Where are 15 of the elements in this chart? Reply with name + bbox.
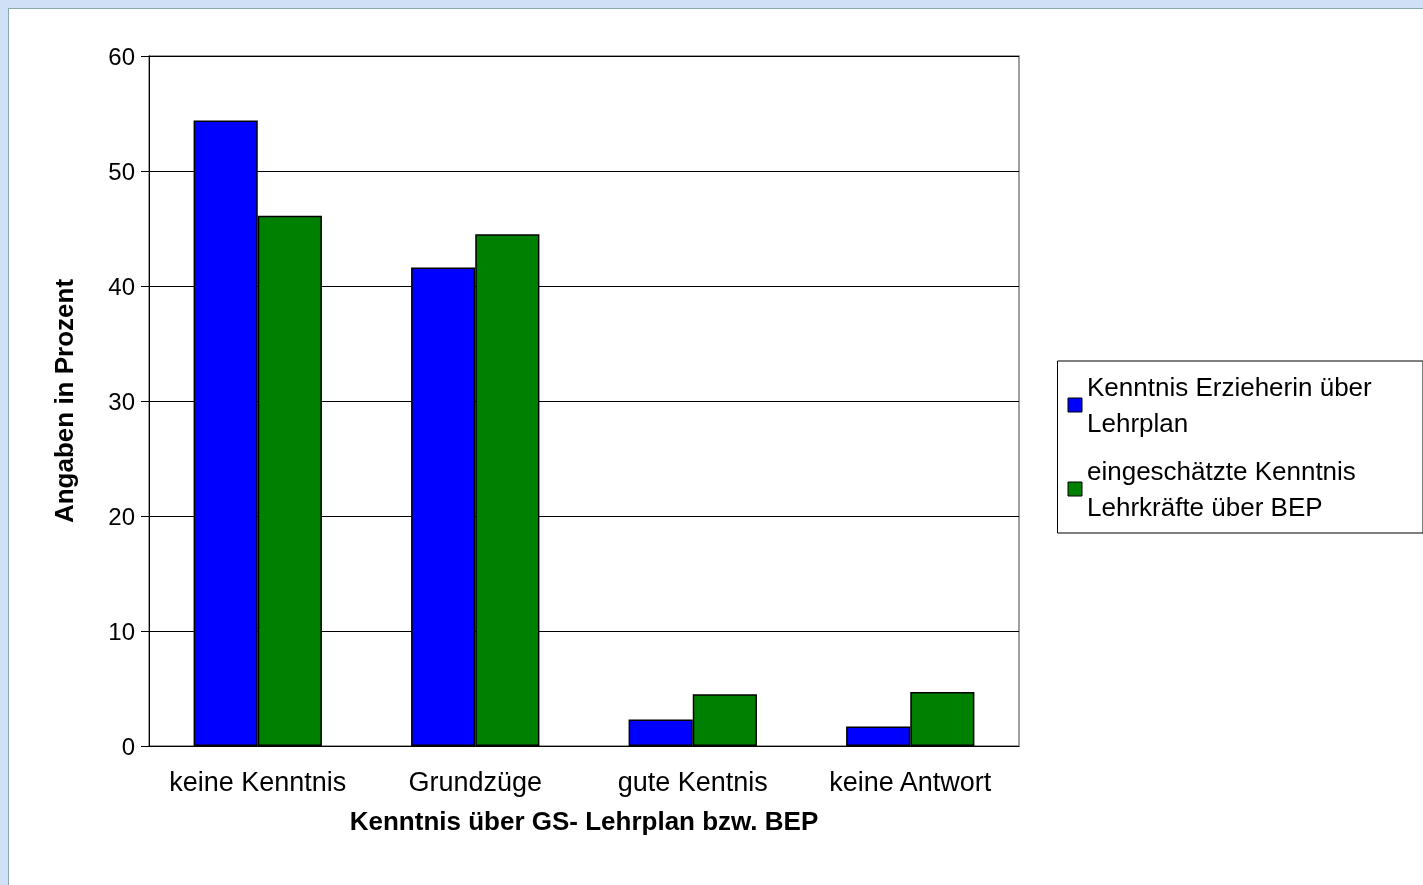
y-tick-label: 10 bbox=[108, 617, 135, 645]
x-axis-title: Kenntnis über GS- Lehrplan bzw. BEP bbox=[349, 806, 819, 836]
legend-label: Kenntnis Erzieherin über Lehrplan bbox=[1087, 372, 1379, 438]
x-tick-label: Grundzüge bbox=[408, 766, 543, 797]
x-tick-label: gute Kentnis bbox=[617, 766, 768, 797]
y-tick-label: 50 bbox=[108, 157, 135, 185]
legend-label: eingeschätzte Kenntnis Lehrkräfte über BEP bbox=[1087, 456, 1364, 522]
y-tick-label: 30 bbox=[108, 387, 135, 415]
y-tick-label: 0 bbox=[121, 732, 135, 760]
y-tick-label: 60 bbox=[108, 42, 135, 70]
y-axis-title: Angaben in Prozent bbox=[49, 278, 79, 524]
y-tick-label: 20 bbox=[108, 502, 135, 530]
y-tick-label: 40 bbox=[108, 272, 135, 300]
x-tick-label: keine Kenntnis bbox=[169, 766, 347, 797]
x-tick-label: keine Antwort bbox=[829, 766, 992, 797]
